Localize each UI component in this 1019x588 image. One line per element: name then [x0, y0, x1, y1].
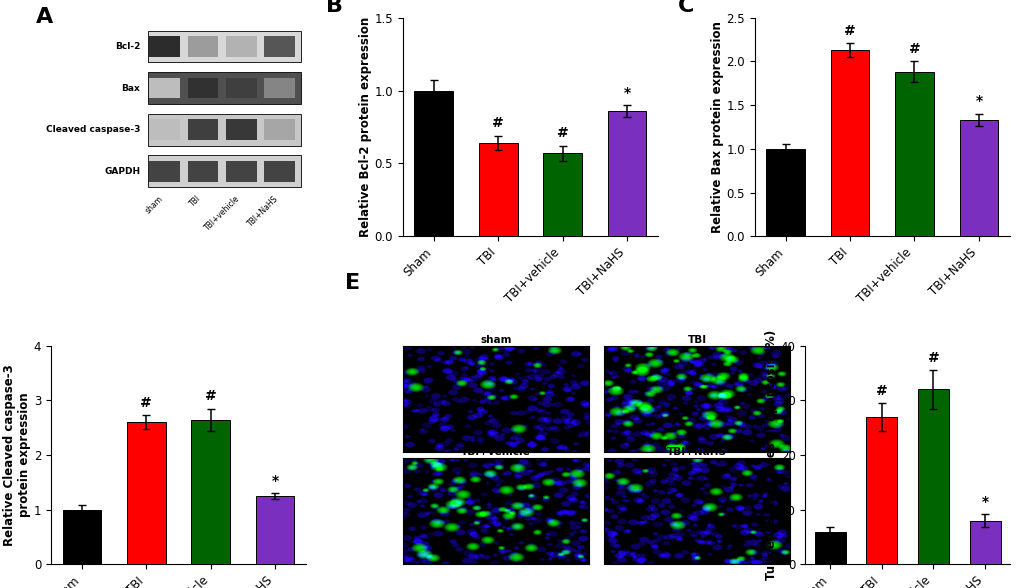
Text: sham: sham: [144, 194, 164, 215]
Bar: [226, 119, 257, 140]
Text: *: *: [271, 474, 278, 488]
Title: TBI: TBI: [687, 335, 706, 345]
Y-axis label: Relative Bcl-2 protein expression: Relative Bcl-2 protein expression: [359, 17, 371, 237]
Bar: [865, 417, 897, 564]
Text: Cleaved caspase-3: Cleaved caspase-3: [46, 125, 141, 134]
Bar: [226, 78, 257, 99]
Y-axis label: Tunnel relative rates of apoptosis (%): Tunnel relative rates of apoptosis (%): [764, 330, 777, 580]
Bar: [126, 422, 165, 564]
Bar: [895, 72, 933, 236]
Bar: [149, 161, 180, 182]
Text: B: B: [326, 0, 343, 16]
Text: C: C: [678, 0, 694, 16]
Y-axis label: Relative Cleaved caspase-3
protein expression: Relative Cleaved caspase-3 protein expre…: [3, 364, 31, 546]
Bar: [149, 36, 180, 57]
Bar: [148, 72, 301, 104]
Bar: [187, 36, 218, 57]
Text: GAPDH: GAPDH: [104, 167, 141, 176]
Text: #: #: [875, 384, 887, 397]
Bar: [264, 119, 294, 140]
Text: Bcl-2: Bcl-2: [115, 42, 141, 51]
Text: #: #: [908, 42, 919, 56]
Bar: [814, 532, 845, 564]
Bar: [829, 50, 868, 236]
Text: *: *: [980, 495, 987, 509]
Text: A: A: [36, 6, 53, 26]
Text: #: #: [205, 389, 216, 403]
Text: #: #: [141, 396, 152, 410]
Text: TBI: TBI: [187, 194, 203, 209]
Text: #: #: [492, 116, 503, 131]
Title: sham: sham: [480, 335, 512, 345]
Text: Bax: Bax: [121, 83, 141, 93]
Text: #: #: [926, 351, 938, 365]
Bar: [256, 496, 294, 564]
Bar: [414, 91, 452, 236]
Text: #: #: [844, 24, 855, 38]
Bar: [148, 155, 301, 187]
Text: TBI+vehicle: TBI+vehicle: [203, 194, 242, 233]
Title: TBI+NaHS: TBI+NaHS: [666, 447, 727, 457]
Bar: [478, 143, 517, 236]
Bar: [149, 78, 180, 99]
Bar: [969, 521, 1000, 564]
Bar: [264, 36, 294, 57]
Bar: [62, 510, 101, 564]
Bar: [187, 119, 218, 140]
Text: #: #: [556, 126, 568, 141]
Bar: [765, 149, 804, 236]
Text: E: E: [344, 273, 360, 293]
Bar: [187, 78, 218, 99]
Bar: [543, 153, 582, 236]
Bar: [192, 420, 230, 564]
Bar: [917, 389, 948, 564]
Bar: [226, 161, 257, 182]
Bar: [187, 161, 218, 182]
Bar: [959, 120, 998, 236]
Bar: [148, 31, 301, 62]
Bar: [264, 78, 294, 99]
Title: TBI+vehicle: TBI+vehicle: [461, 447, 530, 457]
Text: *: *: [974, 95, 981, 108]
Text: TBI+NaHS: TBI+NaHS: [246, 194, 279, 228]
Bar: [264, 161, 294, 182]
Text: *: *: [623, 86, 630, 100]
Bar: [226, 36, 257, 57]
Bar: [607, 111, 646, 236]
Bar: [149, 119, 180, 140]
Y-axis label: Relative Bax protein expression: Relative Bax protein expression: [710, 21, 722, 233]
Bar: [148, 114, 301, 146]
